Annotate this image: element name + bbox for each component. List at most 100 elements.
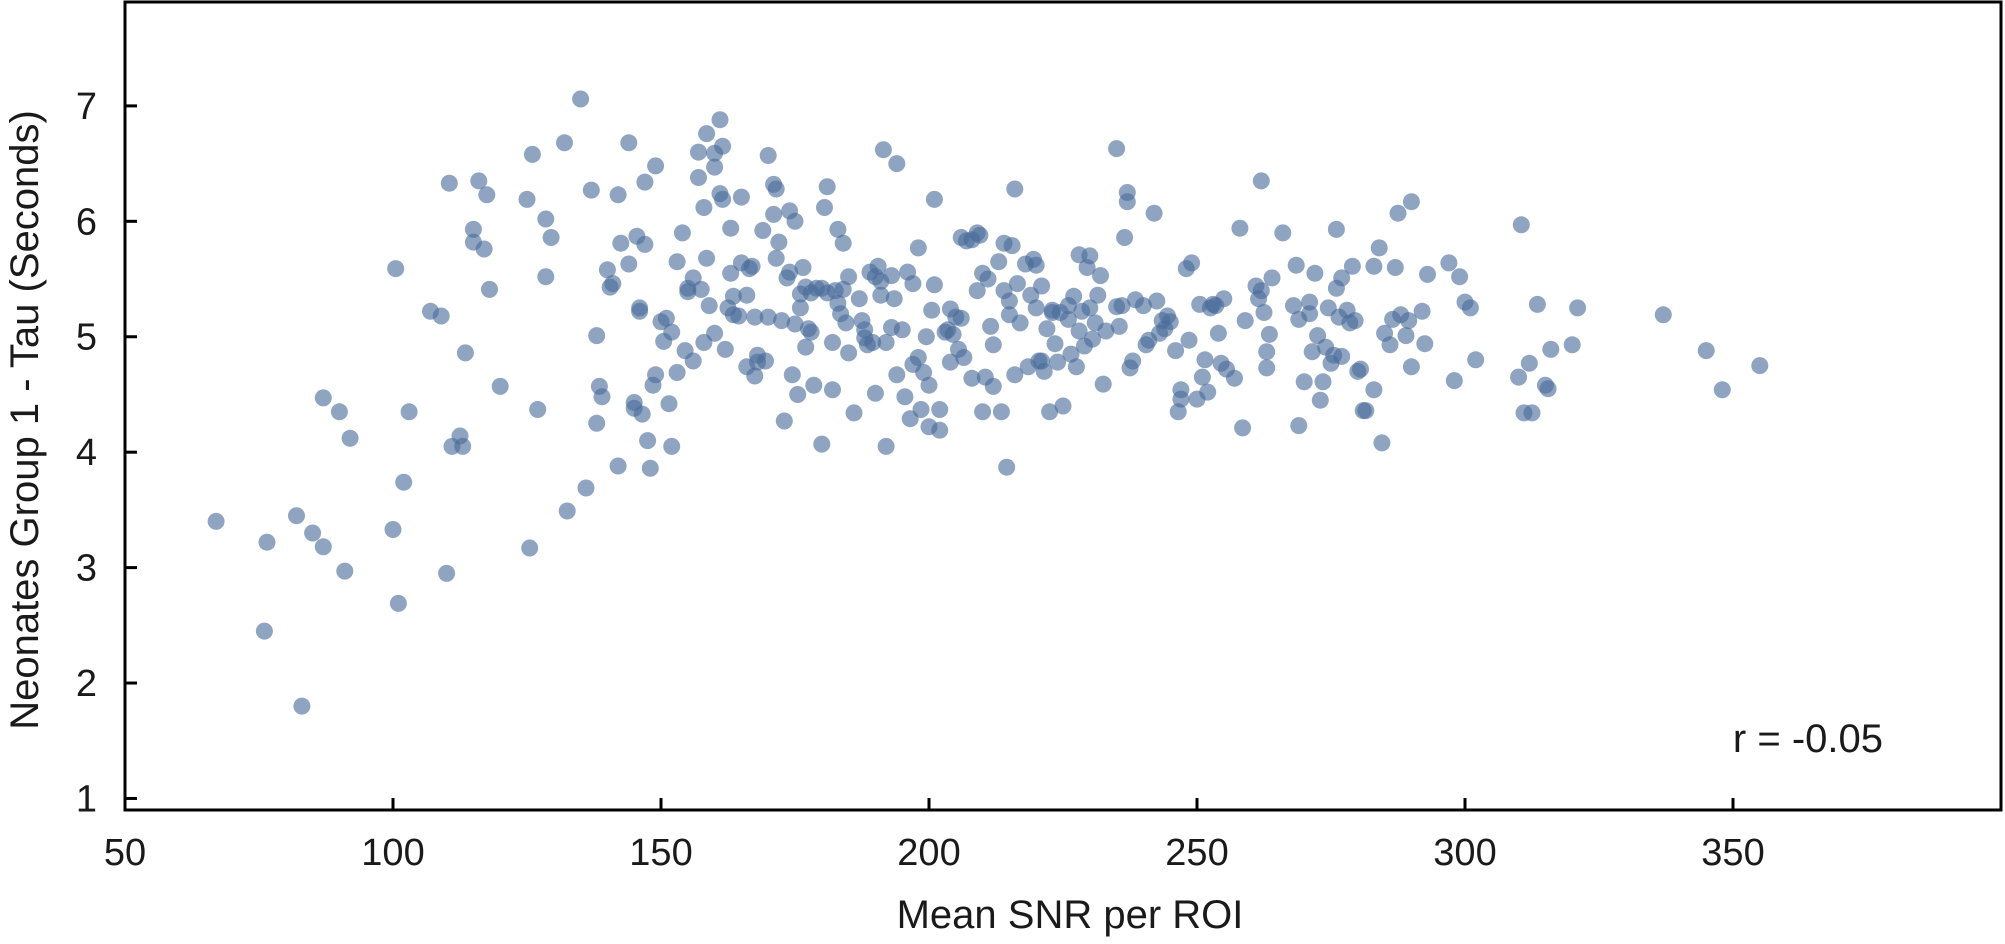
scatter-point (789, 386, 807, 403)
scatter-point (714, 137, 732, 155)
scatter-point (1172, 390, 1190, 408)
scatter-point (909, 349, 927, 366)
scatter-point (1134, 297, 1152, 315)
scatter-point (1065, 287, 1083, 305)
scatter-point (805, 376, 823, 394)
scatter-point (609, 457, 627, 475)
scatter-point (609, 186, 627, 204)
scatter-point (716, 340, 734, 358)
scatter-point (759, 147, 777, 164)
scatter-point (690, 143, 707, 161)
scatter-point (1252, 282, 1270, 300)
scatter-point (633, 405, 651, 423)
scatter-point (1287, 256, 1305, 274)
scatter-point (877, 437, 895, 455)
scatter-point (877, 334, 895, 351)
scatter-point (856, 321, 874, 339)
scatter-point (660, 395, 678, 413)
scatter-point (1169, 403, 1187, 421)
scatter-point (1167, 342, 1185, 360)
scatter-point (1352, 360, 1369, 378)
scatter-point (1419, 265, 1436, 283)
scatter-point (572, 90, 590, 108)
scatter-point (1346, 312, 1364, 330)
scatter-point (1003, 237, 1021, 255)
scatter-point (829, 220, 847, 238)
scatter-point (440, 174, 458, 192)
scatter-point (952, 309, 970, 327)
scatter-point (647, 366, 665, 384)
x-tick-label: 100 (361, 832, 424, 874)
scatter-point (791, 299, 809, 317)
scatter-point (684, 352, 702, 370)
scatter-point (387, 260, 405, 278)
scatter-point (588, 414, 606, 432)
scatter-point (1569, 299, 1587, 317)
scatter-point (775, 412, 793, 430)
scatter-point (1196, 351, 1214, 369)
scatter-point (1231, 219, 1249, 237)
scatter-point (1199, 383, 1217, 401)
scatter-point (917, 328, 935, 346)
scatter-point (1081, 299, 1099, 317)
scatter-point (304, 524, 322, 542)
scatter-point (874, 141, 892, 159)
scatter-point (679, 283, 697, 301)
scatter-point (1046, 335, 1064, 353)
scatter-point (1081, 247, 1099, 265)
scatter-point (1461, 299, 1479, 317)
scatter-point (620, 255, 638, 273)
scatter-point (1094, 375, 1112, 393)
scatter-point (288, 507, 305, 525)
scatter-point (834, 234, 852, 252)
plot-frame (123, 0, 2003, 812)
scatter-point (885, 290, 903, 308)
scatter-point (1327, 220, 1345, 238)
scatter-point (1252, 172, 1270, 190)
scatter-point (888, 366, 906, 384)
scatter-point (631, 302, 649, 320)
scatter-point (668, 364, 686, 381)
scatter-point (582, 181, 600, 199)
y-tick-label: 5 (76, 317, 97, 359)
scatter-point (336, 562, 354, 580)
scatter-point (1333, 347, 1351, 365)
scatter-point (767, 180, 785, 198)
scatter-point (1236, 312, 1254, 330)
scatter-point (783, 366, 801, 384)
scatter-point (438, 564, 456, 582)
scatter-point (722, 219, 740, 237)
scatter-point (998, 458, 1016, 476)
scatter-point (724, 287, 742, 305)
scatter-point (1333, 269, 1351, 287)
scatter-point (1049, 353, 1067, 371)
y-tick-label: 2 (76, 663, 97, 705)
scatter-point (1386, 259, 1404, 276)
scatter-point (1067, 358, 1085, 376)
scatter-point (1397, 327, 1415, 345)
scatter-point (314, 389, 332, 407)
scatter-point (1301, 305, 1319, 323)
scatter-point (1413, 302, 1431, 320)
y-tick-label: 7 (76, 86, 97, 128)
scatter-point (330, 403, 348, 421)
scatter-point (770, 233, 788, 251)
scatter-point (1226, 369, 1243, 387)
scatter-point (1215, 290, 1233, 308)
y-tick-label: 6 (76, 201, 97, 243)
scatter-point (620, 134, 638, 152)
scatter-point (1713, 381, 1731, 399)
scatter-point (1416, 335, 1434, 353)
scatter-point (893, 321, 911, 339)
x-tick-label: 50 (104, 832, 146, 874)
scatter-point (1365, 257, 1383, 275)
scatter-point (395, 473, 413, 491)
scatter-point (1285, 297, 1302, 315)
scatter-point (518, 190, 536, 208)
scatter-point (542, 229, 560, 246)
scatter-point (920, 376, 938, 394)
scatter-point (1027, 256, 1045, 274)
scatter-point (537, 210, 555, 228)
scatter-point (464, 220, 482, 238)
scatter-point (1059, 310, 1077, 328)
